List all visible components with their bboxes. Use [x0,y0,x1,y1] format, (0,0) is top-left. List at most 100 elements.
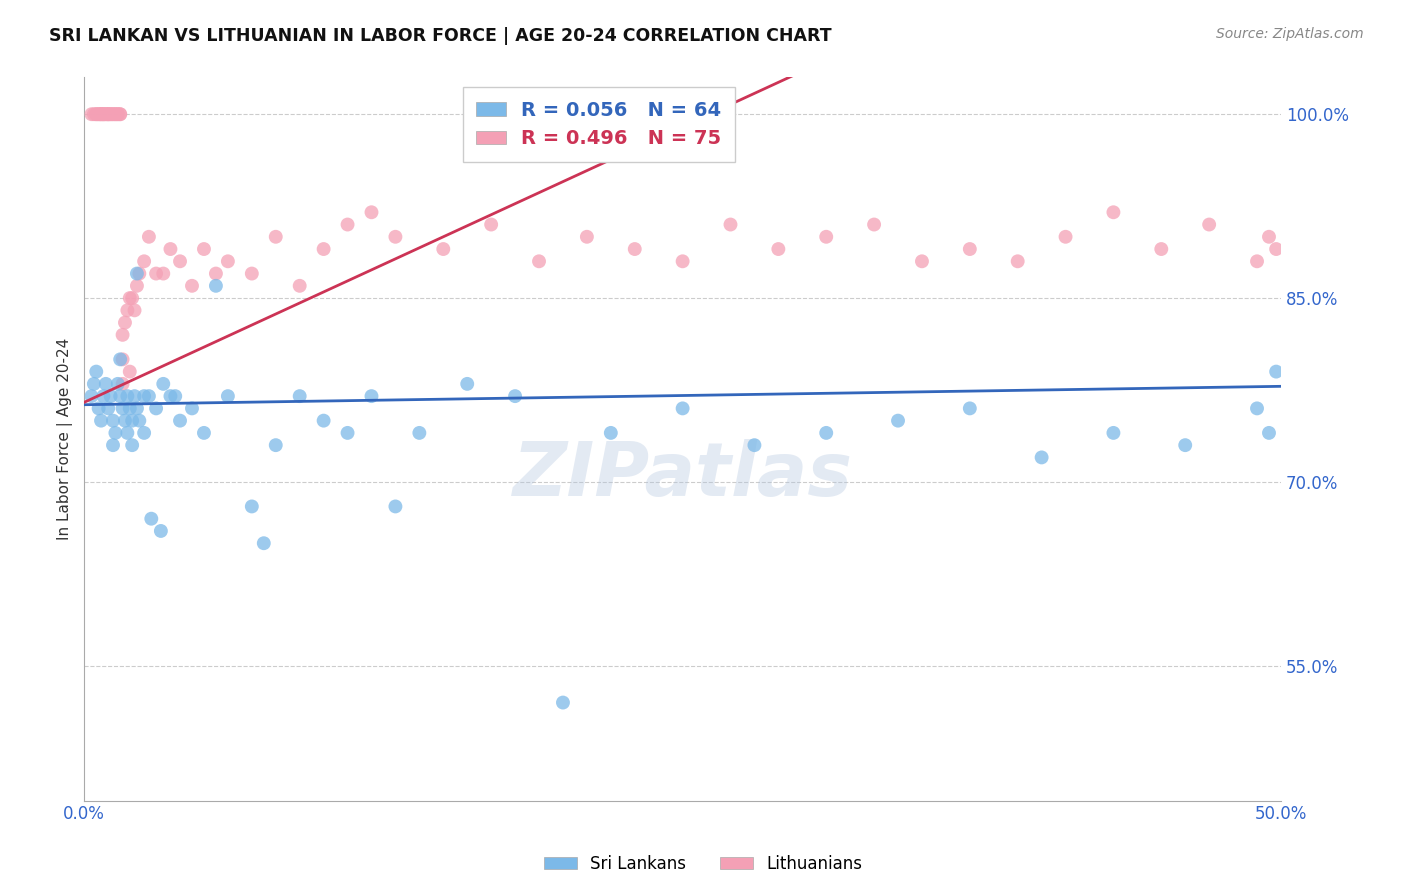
Point [108,107,131,121]
Point [134,389,156,403]
Point [288,389,311,403]
Point [360,389,382,403]
Point [288,278,311,293]
Point [101,107,124,121]
Point [93,107,115,121]
Text: SRI LANKAN VS LITHUANIAN IN LABOR FORCE | AGE 20-24 CORRELATION CHART: SRI LANKAN VS LITHUANIAN IN LABOR FORCE … [49,27,832,45]
Point [768,242,790,256]
Point [1007,254,1029,268]
Text: ZIPatlas: ZIPatlas [513,439,852,512]
Point [118,291,141,305]
Point [97,401,120,416]
Point [152,376,174,391]
Point [87,401,110,416]
Point [125,401,148,416]
Point [169,414,191,428]
Point [97,107,120,121]
Point [432,242,454,256]
Point [264,438,287,452]
Point [744,438,766,452]
Point [84,365,107,379]
Point [107,107,129,121]
Point [1174,438,1197,452]
Point [1198,218,1220,232]
Point [599,425,621,440]
Point [149,524,172,538]
Point [83,376,105,391]
Point [959,242,981,256]
Point [456,376,478,391]
Point [145,401,167,416]
Point [623,242,645,256]
Point [93,107,115,121]
Point [815,425,838,440]
Point [145,267,167,281]
Point [121,291,143,305]
Point [253,536,276,550]
Point [911,254,934,268]
Point [240,267,263,281]
Point [1102,425,1125,440]
Point [138,229,160,244]
Point [121,438,143,452]
Point [1031,450,1053,465]
Point [181,401,204,416]
Point [117,425,139,440]
Legend: Sri Lankans, Lithuanians: Sri Lankans, Lithuanians [537,848,869,880]
Point [384,500,406,514]
Y-axis label: In Labor Force | Age 20-24: In Labor Force | Age 20-24 [58,338,73,541]
Point [217,389,239,403]
Point [159,389,181,403]
Legend: R = 0.056   N = 64, R = 0.496   N = 75: R = 0.056 N = 64, R = 0.496 N = 75 [463,87,735,162]
Point [575,229,598,244]
Point [87,107,110,121]
Point [111,376,134,391]
Point [1246,254,1268,268]
Point [107,107,129,121]
Point [100,107,122,121]
Point [336,218,359,232]
Point [117,303,139,318]
Point [118,401,141,416]
Point [104,107,127,121]
Point [1102,205,1125,219]
Point [360,205,382,219]
Point [134,425,156,440]
Point [101,438,124,452]
Point [384,229,406,244]
Point [138,389,160,403]
Point [94,107,117,121]
Point [94,376,117,391]
Point [312,242,335,256]
Point [97,107,120,121]
Point [527,254,550,268]
Point [94,107,117,121]
Point [84,107,107,121]
Point [100,107,122,121]
Point [117,389,139,403]
Point [181,278,204,293]
Point [93,389,115,403]
Point [111,401,134,416]
Point [90,107,112,121]
Point [169,254,191,268]
Point [959,401,981,416]
Point [93,107,115,121]
Point [125,267,148,281]
Point [107,376,129,391]
Point [503,389,526,403]
Point [312,414,335,428]
Point [83,107,105,121]
Point [108,352,131,367]
Point [100,389,122,403]
Point [264,229,287,244]
Point [205,278,228,293]
Point [114,414,136,428]
Point [193,242,215,256]
Point [1246,401,1268,416]
Point [863,218,886,232]
Point [108,107,131,121]
Point [1150,242,1173,256]
Point [240,500,263,514]
Point [118,365,141,379]
